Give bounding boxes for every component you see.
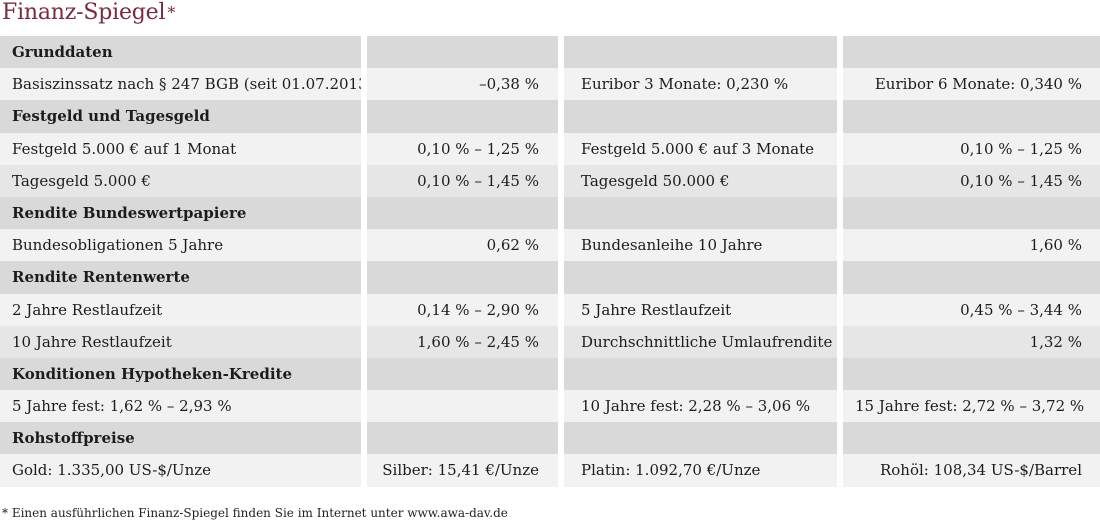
row-label-right: Tagesgeld 50.000 € — [564, 164, 837, 197]
row-value: 0,10 % – 1,25 % — [367, 132, 558, 165]
row-value-right: 0,45 % – 3,44 % — [843, 293, 1100, 326]
section-header-blank — [843, 100, 1100, 133]
section-header-blank — [367, 100, 558, 133]
footnote: * Einen ausführlichen Finanz-Spiegel fin… — [2, 506, 508, 520]
row-label-right: Durchschnittliche Umlaufrendite — [564, 325, 837, 358]
section-header: Rohstoffpreise — [0, 422, 1100, 455]
section-header-blank — [367, 196, 558, 230]
table-row: Bundesobligationen 5 Jahre 0,62 % Bundesan… — [0, 229, 1100, 262]
section-heading: Grunddaten — [0, 36, 361, 69]
section-header-blank — [367, 261, 558, 294]
section-header-blank — [843, 36, 1100, 69]
section-header-blank — [843, 261, 1100, 294]
table-row: 10 Jahre Restlaufzeit 1,60 % – 2,45 % Durc… — [0, 325, 1100, 358]
row-value-right: 1,32 % — [843, 325, 1100, 358]
row-label-right: Bundesanleihe 10 Jahre — [564, 229, 837, 262]
row-label-right: Euribor 3 Monate: 0,230 % — [564, 68, 837, 101]
row-value — [367, 390, 558, 423]
title-text: Finanz-Spiegel — [2, 0, 166, 25]
section-header: Festgeld und Tagesgeld — [0, 100, 1100, 133]
row-value: 0,10 % – 1,45 % — [367, 164, 558, 197]
section-heading: Rendite Bundeswertpapiere — [0, 196, 361, 230]
row-label: Festgeld 5.000 € auf 1 Monat — [0, 132, 361, 165]
page-title: Finanz-Spiegel * — [2, 0, 175, 26]
row-label-right: Festgeld 5.000 € auf 3 Monate — [564, 132, 837, 165]
section-header-blank — [564, 36, 837, 69]
section-header: Rendite Rentenwerte — [0, 261, 1100, 294]
section-header-blank — [564, 261, 837, 294]
title-footnote-marker: * — [167, 3, 176, 22]
row-label: Bundesobligationen 5 Jahre — [0, 229, 361, 262]
section-header-blank — [843, 422, 1100, 455]
row-label: 2 Jahre Restlaufzeit — [0, 293, 361, 326]
row-label: Tagesgeld 5.000 € — [0, 164, 361, 197]
row-label-right: 5 Jahre Restlaufzeit — [564, 293, 837, 326]
row-value: 0,62 % — [367, 229, 558, 262]
section-header-blank — [564, 100, 837, 133]
section-heading: Rendite Rentenwerte — [0, 261, 361, 294]
table-row: Festgeld 5.000 € auf 1 Monat 0,10 % – 1,2… — [0, 132, 1100, 165]
section-header-blank — [367, 357, 558, 391]
section-heading: Rohstoffpreise — [0, 422, 361, 455]
row-value-right: 15 Jahre fest: 2,72 % – 3,72 % — [843, 390, 1100, 423]
section-header-blank — [843, 196, 1100, 230]
row-value: Silber: 15,41 €/Unze — [367, 454, 558, 487]
row-value-right: 0,10 % – 1,45 % — [843, 164, 1100, 197]
table-row: 2 Jahre Restlaufzeit 0,14 % – 2,90 % 5 Jah… — [0, 293, 1100, 326]
section-heading: Festgeld und Tagesgeld — [0, 100, 361, 133]
row-label-right: Platin: 1.092,70 €/Unze — [564, 454, 837, 487]
section-header-blank — [367, 422, 558, 455]
row-value: 0,14 % – 2,90 % — [367, 293, 558, 326]
section-heading: Konditionen Hypotheken-Kredite — [0, 357, 361, 391]
row-label: Gold: 1.335,00 US-$/Unze — [0, 454, 361, 487]
table-row: Basiszinssatz nach § 247 BGB (seit 01.07… — [0, 68, 1100, 101]
table-row: Tagesgeld 5.000 €0,10 % – 1,45 % Tagesgel… — [0, 164, 1100, 197]
row-value-right: Euribor 6 Monate: 0,340 % — [843, 68, 1100, 101]
row-value: 1,60 % – 2,45 % — [367, 325, 558, 358]
row-label: 5 Jahre fest: 1,62 % – 2,93 % — [0, 390, 361, 423]
row-value-right: 1,60 % — [843, 229, 1100, 262]
section-header-blank — [367, 36, 558, 69]
row-label: Basiszinssatz nach § 247 BGB (seit 01.07… — [0, 68, 361, 101]
section-header: Konditionen Hypotheken-Kredite — [0, 357, 1100, 391]
row-value: –0,38 % — [367, 68, 558, 101]
section-header: Rendite Bundeswertpapiere — [0, 196, 1100, 230]
row-label-right: 10 Jahre fest: 2,28 % – 3,06 % — [564, 390, 837, 423]
section-header-blank — [564, 422, 837, 455]
table-row: Gold: 1.335,00 US-$/Unze Silber: 15,41 €/… — [0, 454, 1100, 487]
table-row: 5 Jahre fest: 1,62 % – 2,93 % 10 Jahre fe… — [0, 390, 1100, 423]
section-header-blank — [564, 357, 837, 391]
row-label: 10 Jahre Restlaufzeit — [0, 325, 361, 358]
row-value-right: Rohöl: 108,34 US-$/Barrel — [843, 454, 1100, 487]
finance-table: Grunddaten Basiszinssatz nach § 247 BGB (… — [0, 36, 1100, 487]
section-header-blank — [564, 196, 837, 230]
section-header: Grunddaten — [0, 36, 1100, 69]
section-header-blank — [843, 357, 1100, 391]
row-value-right: 0,10 % – 1,25 % — [843, 132, 1100, 165]
